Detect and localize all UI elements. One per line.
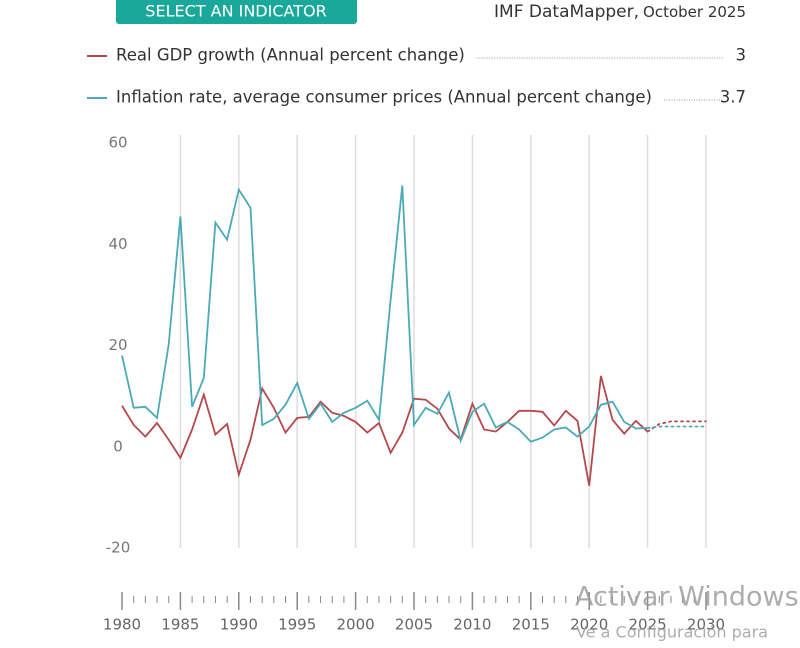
x-tick-label: 2020 (570, 616, 608, 634)
y-tick-label: 60 (108, 134, 127, 152)
series-line (121, 375, 649, 486)
legend-label: Real GDP growth (Annual percent change) (116, 46, 465, 65)
select-indicator-button[interactable] (116, 0, 357, 24)
source-edition: October 2025 (643, 3, 746, 21)
source-name: IMF DataMapper, (494, 2, 639, 22)
x-tick-label: 1995 (278, 616, 316, 634)
x-tick-label: 1985 (161, 616, 199, 634)
x-tick-label: 1990 (220, 616, 258, 634)
y-tick-label: -20 (106, 539, 131, 557)
x-tick-label: 2025 (629, 616, 667, 634)
x-tick-label: 1980 (103, 616, 141, 634)
y-tick-label: 20 (108, 336, 127, 354)
projection-line (646, 420, 707, 433)
legend-label: Inflation rate, average consumer prices … (116, 88, 652, 107)
legend-value: 3 (736, 46, 747, 65)
source: IMF DataMapper, October 2025 (494, 2, 746, 22)
y-tick-label: 0 (113, 437, 123, 455)
button-label[interactable]: SELECT AN INDICATOR (145, 2, 326, 21)
y-tick-label: 40 (108, 235, 127, 253)
watermark-text: Ve a Configuración para (576, 623, 768, 642)
x-tick-label: 2000 (337, 616, 375, 634)
x-tick-label: 2010 (453, 616, 491, 634)
legend-value: 3.7 (720, 88, 746, 107)
x-tick-label: 2005 (395, 616, 433, 634)
x-tick-label: 2030 (687, 616, 725, 634)
series-line (121, 185, 648, 444)
projection-line (646, 425, 707, 429)
x-tick-label: 2015 (512, 616, 550, 634)
watermark-title: Activar Windows (575, 582, 799, 613)
